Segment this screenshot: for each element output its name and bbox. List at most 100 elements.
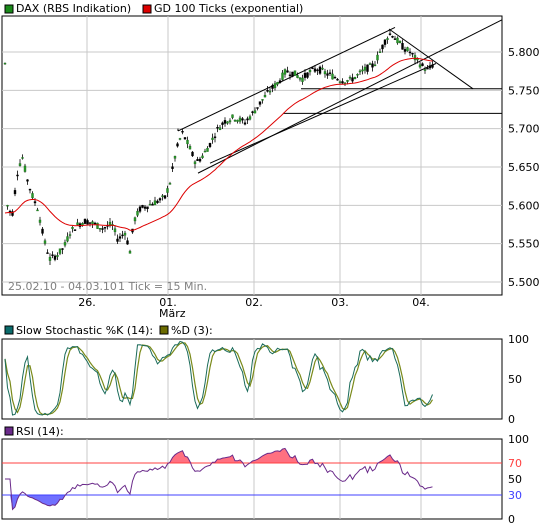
rsi-overbought-fill xyxy=(270,452,273,463)
price-y-tick: 5.500 xyxy=(508,276,540,289)
candle-body xyxy=(363,66,367,71)
candle-body xyxy=(113,228,117,233)
candle-body xyxy=(378,51,382,53)
candle-body xyxy=(148,203,152,206)
candle-body xyxy=(346,80,349,82)
candle-body xyxy=(311,67,314,69)
candle-body xyxy=(243,122,247,125)
candle-body xyxy=(313,68,317,72)
candle-body xyxy=(288,74,292,77)
candle-body xyxy=(431,64,434,68)
candle-body xyxy=(46,252,49,254)
candle-body xyxy=(36,209,39,212)
candle-body xyxy=(306,72,309,78)
candle-body xyxy=(326,73,329,76)
rsi-y-tick: 0 xyxy=(508,513,515,526)
candle-body xyxy=(31,193,34,199)
rsi-overbought-fill xyxy=(180,450,183,463)
candle-body xyxy=(406,47,409,52)
candle-body xyxy=(193,161,197,165)
price-panel: 5.800 5.750 5.700 5.650 5.600 5.550 5.500 26. 0… xyxy=(1,2,540,320)
candle-body xyxy=(248,116,252,120)
candle-body xyxy=(161,195,164,197)
legend-dax-label: DAX (RBS Indikation) xyxy=(16,2,131,15)
candle-body xyxy=(376,54,379,61)
rsi-oversold-fill xyxy=(12,495,15,510)
candle-body xyxy=(53,255,57,260)
candle-body xyxy=(286,70,289,73)
rsi-overbought-fill xyxy=(222,457,225,463)
candle-body xyxy=(261,99,264,101)
candle-body xyxy=(366,64,369,72)
candle-body xyxy=(41,228,44,234)
candle-body xyxy=(173,155,177,159)
candle-body xyxy=(126,240,129,245)
price-y-tick: 5.550 xyxy=(508,238,540,251)
candle-body xyxy=(178,138,182,140)
candle-body xyxy=(401,43,404,50)
rsi-overbought-fill xyxy=(225,457,228,463)
candle-body xyxy=(191,151,194,157)
candle-body xyxy=(273,83,277,89)
candle-body xyxy=(158,198,162,201)
candle-body xyxy=(371,63,374,68)
candle-body xyxy=(211,137,214,140)
rsi-oversold-fill xyxy=(60,495,63,500)
candle-body xyxy=(271,85,274,89)
candle-body xyxy=(181,131,184,133)
candle-body xyxy=(281,72,284,80)
candle-body xyxy=(428,65,432,69)
rsi-oversold-fill xyxy=(55,495,58,506)
candle-body xyxy=(423,69,427,71)
price-y-tick: 5.600 xyxy=(508,199,540,212)
candle-body xyxy=(143,206,147,209)
stoch-d-line xyxy=(4,342,434,416)
candle-body xyxy=(203,150,207,153)
candle-body xyxy=(66,236,69,242)
candle-body xyxy=(183,137,187,140)
price-y-tick: 5.800 xyxy=(508,46,540,59)
rsi-overbought-fill xyxy=(172,454,175,463)
candle-body xyxy=(276,82,279,85)
candle-body xyxy=(341,81,344,84)
rsi-oversold-fill xyxy=(35,495,38,501)
legend-ma-label: GD 100 Ticks (exponential) xyxy=(154,2,303,15)
candle-body xyxy=(156,200,159,203)
candle-body xyxy=(336,78,339,81)
rsi-overbought-fill xyxy=(217,459,220,463)
legend-k-label: Slow Stochastic %K (14): xyxy=(16,324,153,337)
candle-body xyxy=(318,66,322,74)
candle-body xyxy=(398,41,402,43)
candle-body xyxy=(301,77,304,82)
candle-body xyxy=(38,219,42,223)
rsi-overbought-fill xyxy=(385,456,388,463)
candle-body xyxy=(283,69,287,75)
candle-body xyxy=(86,220,89,225)
candle-body xyxy=(316,69,319,72)
candle-body xyxy=(118,236,122,239)
candle-body xyxy=(96,222,99,229)
candle-body xyxy=(201,155,204,159)
candle-body xyxy=(266,90,269,92)
rsi-overbought-fill xyxy=(267,453,270,463)
date-range-label: 25.02.10 - 04.03.10 xyxy=(8,280,117,293)
candle-body xyxy=(13,190,17,195)
candle-body xyxy=(6,205,9,207)
candle-body xyxy=(61,248,64,250)
candle-body xyxy=(48,256,52,261)
candle-body xyxy=(251,111,254,113)
candle-body xyxy=(146,206,149,210)
candle-body xyxy=(323,71,327,75)
rsi-oversold-fill xyxy=(57,495,60,503)
rsi-oversold-fill xyxy=(42,495,45,505)
candle-body xyxy=(298,77,302,80)
candle-body xyxy=(71,227,74,229)
candle-body xyxy=(223,120,227,124)
candle-body xyxy=(188,146,192,150)
candle-body xyxy=(308,69,312,73)
legend-dax-swatch xyxy=(4,4,14,14)
stochastic-panel-frame xyxy=(1,338,503,420)
candle-body xyxy=(133,217,137,222)
trend-line xyxy=(197,19,503,174)
candle-body xyxy=(358,70,362,73)
